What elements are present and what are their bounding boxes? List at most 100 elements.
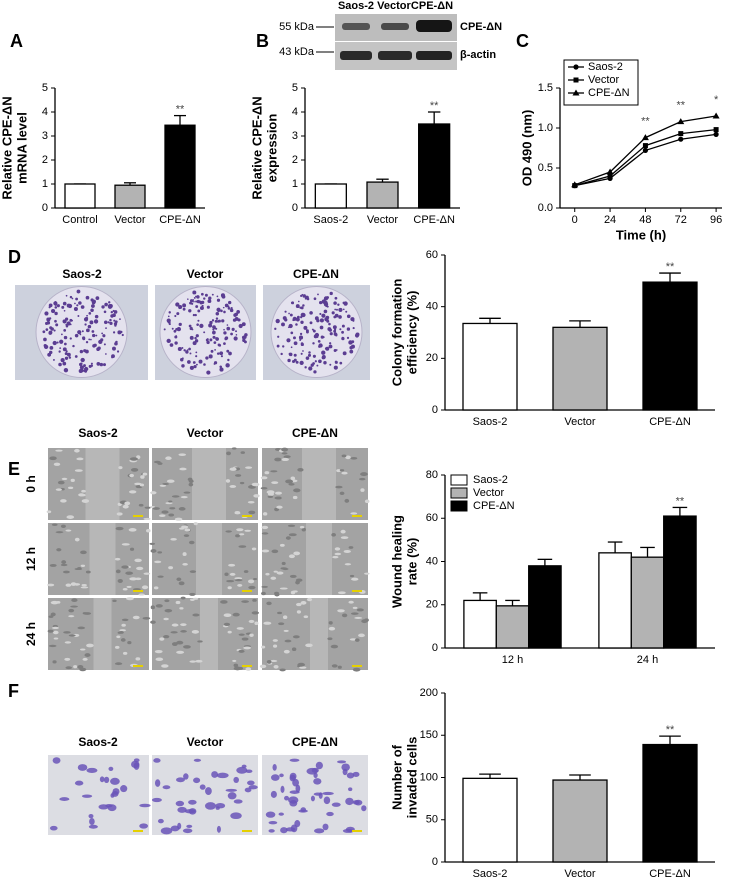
cell [164, 609, 173, 613]
colony-dot [186, 349, 189, 351]
cell [261, 645, 266, 649]
colony-dot [331, 311, 335, 315]
invaded-cell [272, 764, 277, 771]
cell [150, 549, 157, 553]
cell [334, 552, 342, 556]
y-tick-label: 1 [292, 178, 298, 190]
invaded-cell [279, 773, 284, 778]
invaded-cell [322, 791, 334, 796]
colony-dot [302, 350, 304, 352]
colony-dot [348, 340, 353, 345]
cell [180, 623, 187, 627]
cell [360, 488, 365, 492]
y-tick-label: 200 [420, 687, 438, 699]
cell [297, 467, 304, 472]
colony-dot [317, 293, 319, 296]
panel-letter: C [516, 31, 529, 51]
colony-dot [199, 306, 204, 311]
invaded-cell [280, 785, 285, 793]
colony-dot [342, 351, 347, 356]
cell [169, 507, 176, 510]
cell [288, 554, 295, 559]
cell [119, 629, 127, 632]
colony-dot [116, 350, 120, 353]
colony-dot [76, 289, 81, 294]
colony-dot [211, 319, 215, 322]
colony-dot [86, 328, 90, 333]
colony-dot [318, 359, 322, 364]
colony-dot [95, 334, 98, 337]
cell [279, 668, 286, 672]
invaded-cell [108, 766, 114, 772]
colony-dot [189, 299, 194, 303]
colony-dot [213, 362, 216, 365]
wound-gap [85, 448, 120, 520]
panel-letter: A [10, 31, 23, 51]
colony-dot [323, 309, 328, 314]
colony-dot [216, 298, 221, 302]
colony-dot [74, 355, 78, 358]
y-tick-label: 0 [292, 202, 298, 214]
cell [68, 608, 75, 613]
cell [116, 512, 123, 516]
cell [65, 529, 72, 532]
cell [139, 483, 145, 487]
cell [134, 482, 142, 486]
cell [197, 640, 203, 643]
colony-dot [62, 361, 67, 366]
colony-dot [105, 302, 108, 306]
bar [314, 183, 347, 209]
colony-dot [174, 335, 178, 339]
colony-dot [341, 337, 345, 341]
cell [282, 615, 288, 620]
colony-dot [205, 338, 209, 342]
colony-dot [112, 331, 116, 334]
colony-dot [295, 323, 298, 326]
cell [64, 657, 71, 661]
colony-dot [56, 304, 60, 308]
band-label: β-actin [460, 49, 496, 61]
colony-dot [43, 337, 47, 342]
colony-dot [54, 311, 58, 316]
colony-dot [238, 323, 243, 329]
bar [462, 322, 518, 411]
colony-dot [209, 338, 213, 342]
y-tick-label: 80 [426, 469, 438, 481]
colony-dot [203, 297, 206, 300]
colony-dot [300, 342, 304, 345]
y-axis-label: Colony formation [389, 279, 404, 387]
invaded-cell [278, 812, 284, 816]
cell [285, 479, 293, 484]
legend-marker [573, 77, 579, 83]
wound-gap [192, 448, 226, 520]
colony-dot [346, 314, 351, 319]
cell [331, 532, 336, 537]
invaded-cell [160, 827, 173, 835]
significance: ** [666, 724, 675, 736]
cell [299, 525, 305, 529]
colony-dot [192, 361, 196, 364]
cell [118, 466, 123, 470]
colony-dot [216, 352, 220, 355]
colony-dot [64, 352, 68, 356]
colony-dot [188, 324, 192, 328]
cell [228, 563, 236, 567]
colony-dot [219, 365, 222, 369]
cell [129, 457, 138, 461]
cell [163, 617, 169, 621]
colony-dot [314, 360, 317, 363]
cell [283, 455, 291, 459]
colony-dot [334, 308, 337, 311]
colony-dot [79, 333, 82, 336]
cell [297, 662, 306, 667]
colony-dot [235, 334, 238, 336]
colony-dot [227, 307, 231, 310]
colony-dot [215, 337, 219, 340]
colony-dot [307, 353, 312, 357]
colony-dot [242, 338, 246, 343]
cell [81, 499, 90, 503]
colony-dot [299, 306, 302, 309]
wound-gap [302, 448, 336, 520]
legend-swatch [450, 474, 468, 486]
colony-dot [302, 304, 305, 307]
